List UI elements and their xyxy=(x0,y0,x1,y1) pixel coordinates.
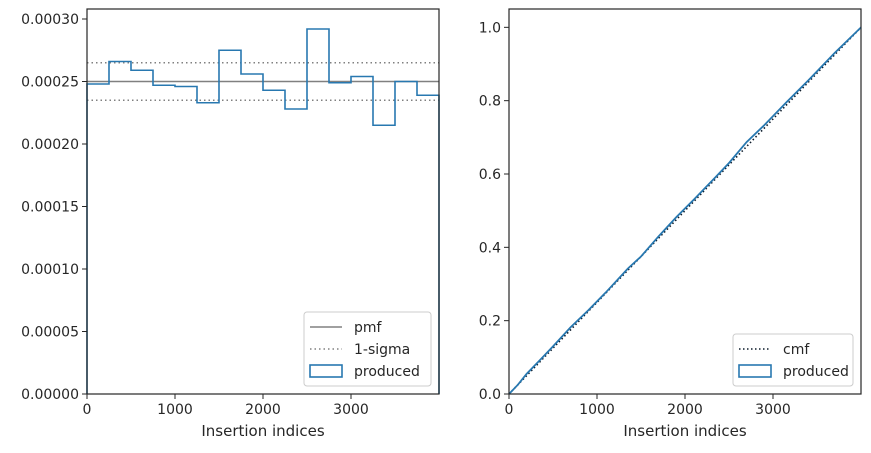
legend: cmf produced xyxy=(732,333,854,387)
legend-label: cmf xyxy=(783,342,810,358)
legend-label: produced xyxy=(354,364,420,380)
pmf-histogram-panel: 0 1000 2000 3000 0.00000 0.00005 0.00010 0.0001… xyxy=(21,8,440,440)
y-tick-label: 0.0 xyxy=(479,387,501,403)
x-tick-label: 2000 xyxy=(667,402,703,418)
produced-histogram-step xyxy=(86,28,440,394)
legend-handle-produced xyxy=(309,364,343,378)
x-tick-label: 1000 xyxy=(157,402,193,418)
y-tick-label: 0.00015 xyxy=(21,200,79,216)
x-tick-label: 3000 xyxy=(755,402,791,418)
cmf-line-panel: 0 1000 2000 3000 0.0 0.2 0.4 0.6 0.8 1.0 Insertion… xyxy=(479,8,862,440)
y-tick-label: 0.00030 xyxy=(21,12,79,28)
y-tick-label: 0.00000 xyxy=(21,387,79,403)
produced-cmf-line xyxy=(508,26,862,395)
legend-label: pmf xyxy=(354,320,383,336)
y-tick-label: 1.0 xyxy=(479,20,501,36)
legend-box xyxy=(303,311,432,387)
legend-label: 1-sigma xyxy=(354,342,410,358)
legend-label: produced xyxy=(783,364,849,380)
x-tick-label: 3000 xyxy=(333,402,369,418)
x-axis-label: Insertion indices xyxy=(201,422,324,440)
y-tick-label: 0.00010 xyxy=(21,262,79,278)
legend-box xyxy=(732,333,854,387)
y-tick-label: 0.00020 xyxy=(21,137,79,153)
cmf-line xyxy=(508,26,862,395)
y-tick-label: 0.2 xyxy=(479,314,501,330)
x-tick-label: 0 xyxy=(83,402,92,418)
legend-handle-produced xyxy=(738,364,772,378)
x-tick-label: 1000 xyxy=(579,402,615,418)
y-tick-label: 0.4 xyxy=(479,240,501,256)
x-tick-label: 0 xyxy=(505,402,514,418)
y-tick-label: 0.6 xyxy=(479,167,501,183)
x-axis-label: Insertion indices xyxy=(623,422,746,440)
x-tick-label: 2000 xyxy=(245,402,281,418)
y-tick-label: 0.00005 xyxy=(21,325,79,341)
legend: pmf 1-sigma produced xyxy=(303,311,432,387)
y-tick-label: 0.00025 xyxy=(21,75,79,91)
y-tick-label: 0.8 xyxy=(479,94,501,110)
